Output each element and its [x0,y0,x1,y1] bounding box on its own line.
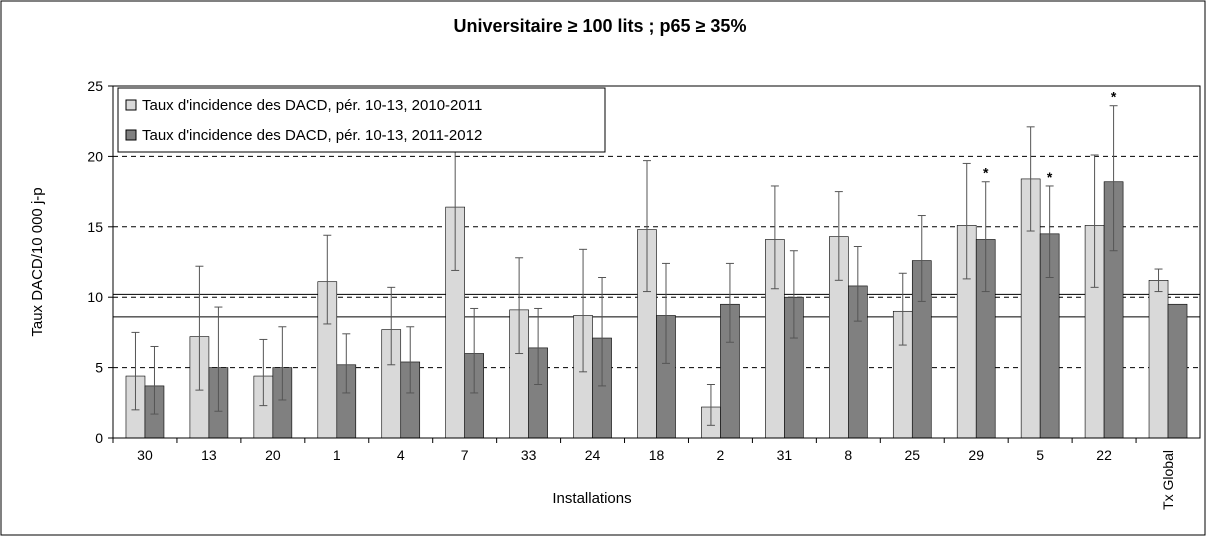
x-tick-label: 20 [265,447,281,463]
x-tick-label: 33 [521,447,537,463]
x-tick-label: 22 [1096,447,1112,463]
bar [1148,280,1169,439]
x-tick-label: 25 [904,447,920,463]
x-tick-label: 5 [1036,447,1044,463]
x-axis-label: Installations [552,490,631,507]
x-tick-label: 13 [201,447,217,463]
x-tick-label: 8 [844,447,852,463]
bar [1167,303,1188,439]
y-tick-label: 25 [87,78,103,94]
legend-label: Taux d'incidence des DACD, pér. 10-13, 2… [142,97,482,114]
x-tick-label: 7 [461,447,469,463]
legend-label: Taux d'incidence des DACD, pér. 10-13, 2… [142,127,482,144]
x-tick-label: 29 [968,447,984,463]
x-tick-label: 2 [717,447,725,463]
x-tick-label: 1 [333,447,341,463]
y-tick-label: 0 [95,430,103,446]
y-tick-label: 15 [87,219,103,235]
legend-swatch [125,99,137,111]
annotation: * [1047,169,1053,185]
chart-title: Universitaire ≥ 100 lits ; p65 ≥ 35% [454,16,747,36]
x-tick-label: Tx Global [1160,450,1176,510]
plot-border [112,85,1201,439]
y-tick-label: 10 [87,289,103,305]
annotation: * [983,165,989,181]
y-tick-label: 20 [87,148,103,164]
y-tick-label: 5 [95,360,103,376]
legend-swatch [125,129,137,141]
legend [117,87,606,153]
x-tick-label: 4 [397,447,405,463]
y-axis-label: Taux DACD/10 000 j-p [29,187,46,336]
annotation: * [1111,89,1117,105]
x-tick-label: 18 [649,447,665,463]
x-tick-label: 24 [585,447,601,463]
x-tick-label: 31 [777,447,793,463]
x-tick-label: 30 [137,447,153,463]
